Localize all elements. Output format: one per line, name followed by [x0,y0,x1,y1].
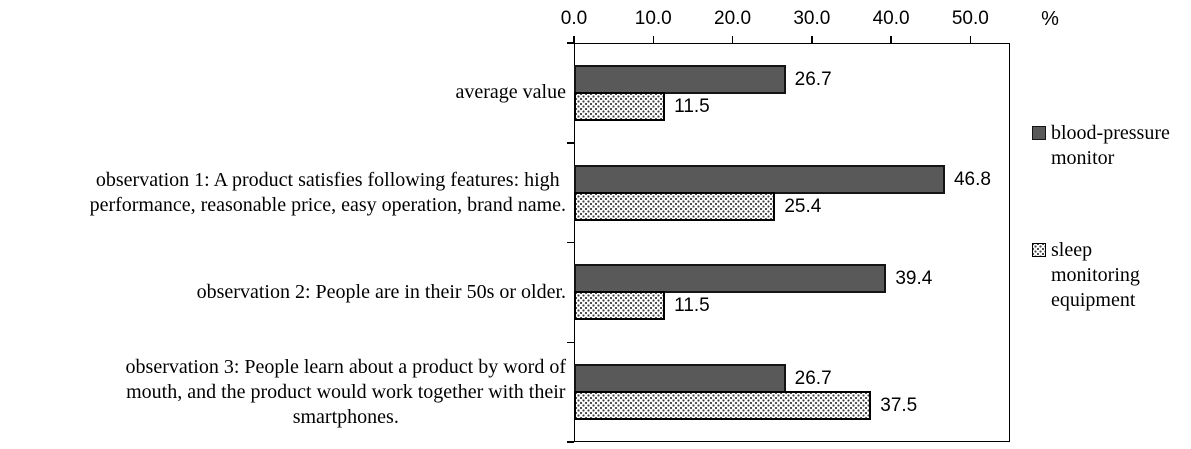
bar-blood-pressure-monitor-2 [574,264,887,294]
value-axis-tick [731,36,734,43]
value-axis-tick [811,36,813,43]
value-axis-tick-label: 30.0 [793,8,831,29]
bar-sleep-monitoring-equipment-3 [574,391,872,421]
bar-blood-pressure-monitor-1 [574,164,945,194]
value-label-sleep-monitoring-equipment-3: 37.5 [880,395,918,417]
category-label-observation-3: observation 3: People learn about a prod… [4,342,566,442]
category-label-observation-1: observation 1: A product satisfies follo… [4,143,566,243]
value-label-blood-pressure-monitor-3: 26.7 [794,368,832,390]
value-axis-tick-label: 40.0 [872,8,910,29]
category-label-text: observation 3: People learn about a prod… [125,355,566,428]
category-axis-tick [567,341,574,343]
value-axis-tick-label: 50.0 [951,8,989,29]
legend-swatch-blood-pressure-monitor [1032,126,1046,140]
value-label-sleep-monitoring-equipment-1: 25.4 [784,195,822,217]
value-label-blood-pressure-monitor-1: 46.8 [953,168,991,190]
category-label-observation-2: observation 2: People are in their 50s o… [4,243,566,343]
category-axis-tick [567,42,574,44]
category-axis-tick [567,441,574,443]
value-label-sleep-monitoring-equipment-0: 11.5 [674,95,710,117]
legend-label-sleep-monitoring-equipment: sleep monitoring equipment [1051,239,1140,311]
value-label-blood-pressure-monitor-2: 39.4 [895,268,933,290]
value-axis-tick-label: 10.0 [634,8,672,29]
value-axis-tick [890,36,892,43]
category-axis-tick [567,241,574,244]
value-axis-tick [573,36,575,43]
category-label-text: average value [455,81,566,104]
legend-item-sleep-monitoring-equipment: sleep monitoring equipment [1032,238,1140,313]
legend-item-blood-pressure-monitor: blood-pressure monitor [1032,121,1170,171]
bar-sleep-monitoring-equipment-1 [574,191,776,221]
value-axis-tick [969,36,972,43]
value-axis-tick-label: 20.0 [714,8,752,29]
value-label-blood-pressure-monitor-0: 26.7 [794,68,832,90]
value-label-sleep-monitoring-equipment-2: 11.5 [674,295,710,317]
legend-label-blood-pressure-monitor: blood-pressure monitor [1051,122,1170,169]
value-axis-tick-label: 0.0 [560,8,588,29]
bar-blood-pressure-monitor-0 [574,64,786,94]
bar-sleep-monitoring-equipment-2 [574,291,666,321]
category-label-text: observation 2: People are in their 50s o… [196,280,566,303]
bar-blood-pressure-monitor-3 [574,364,786,394]
legend-swatch-sleep-monitoring-equipment [1032,243,1046,257]
bar-sleep-monitoring-equipment-0 [574,91,666,121]
category-label-text: observation 1: A product satisfies follo… [89,168,566,216]
category-axis-tick [567,142,574,144]
axis-unit-label: % [1041,8,1059,30]
value-axis-tick [652,36,655,43]
category-label-average-value: average value [4,43,566,143]
